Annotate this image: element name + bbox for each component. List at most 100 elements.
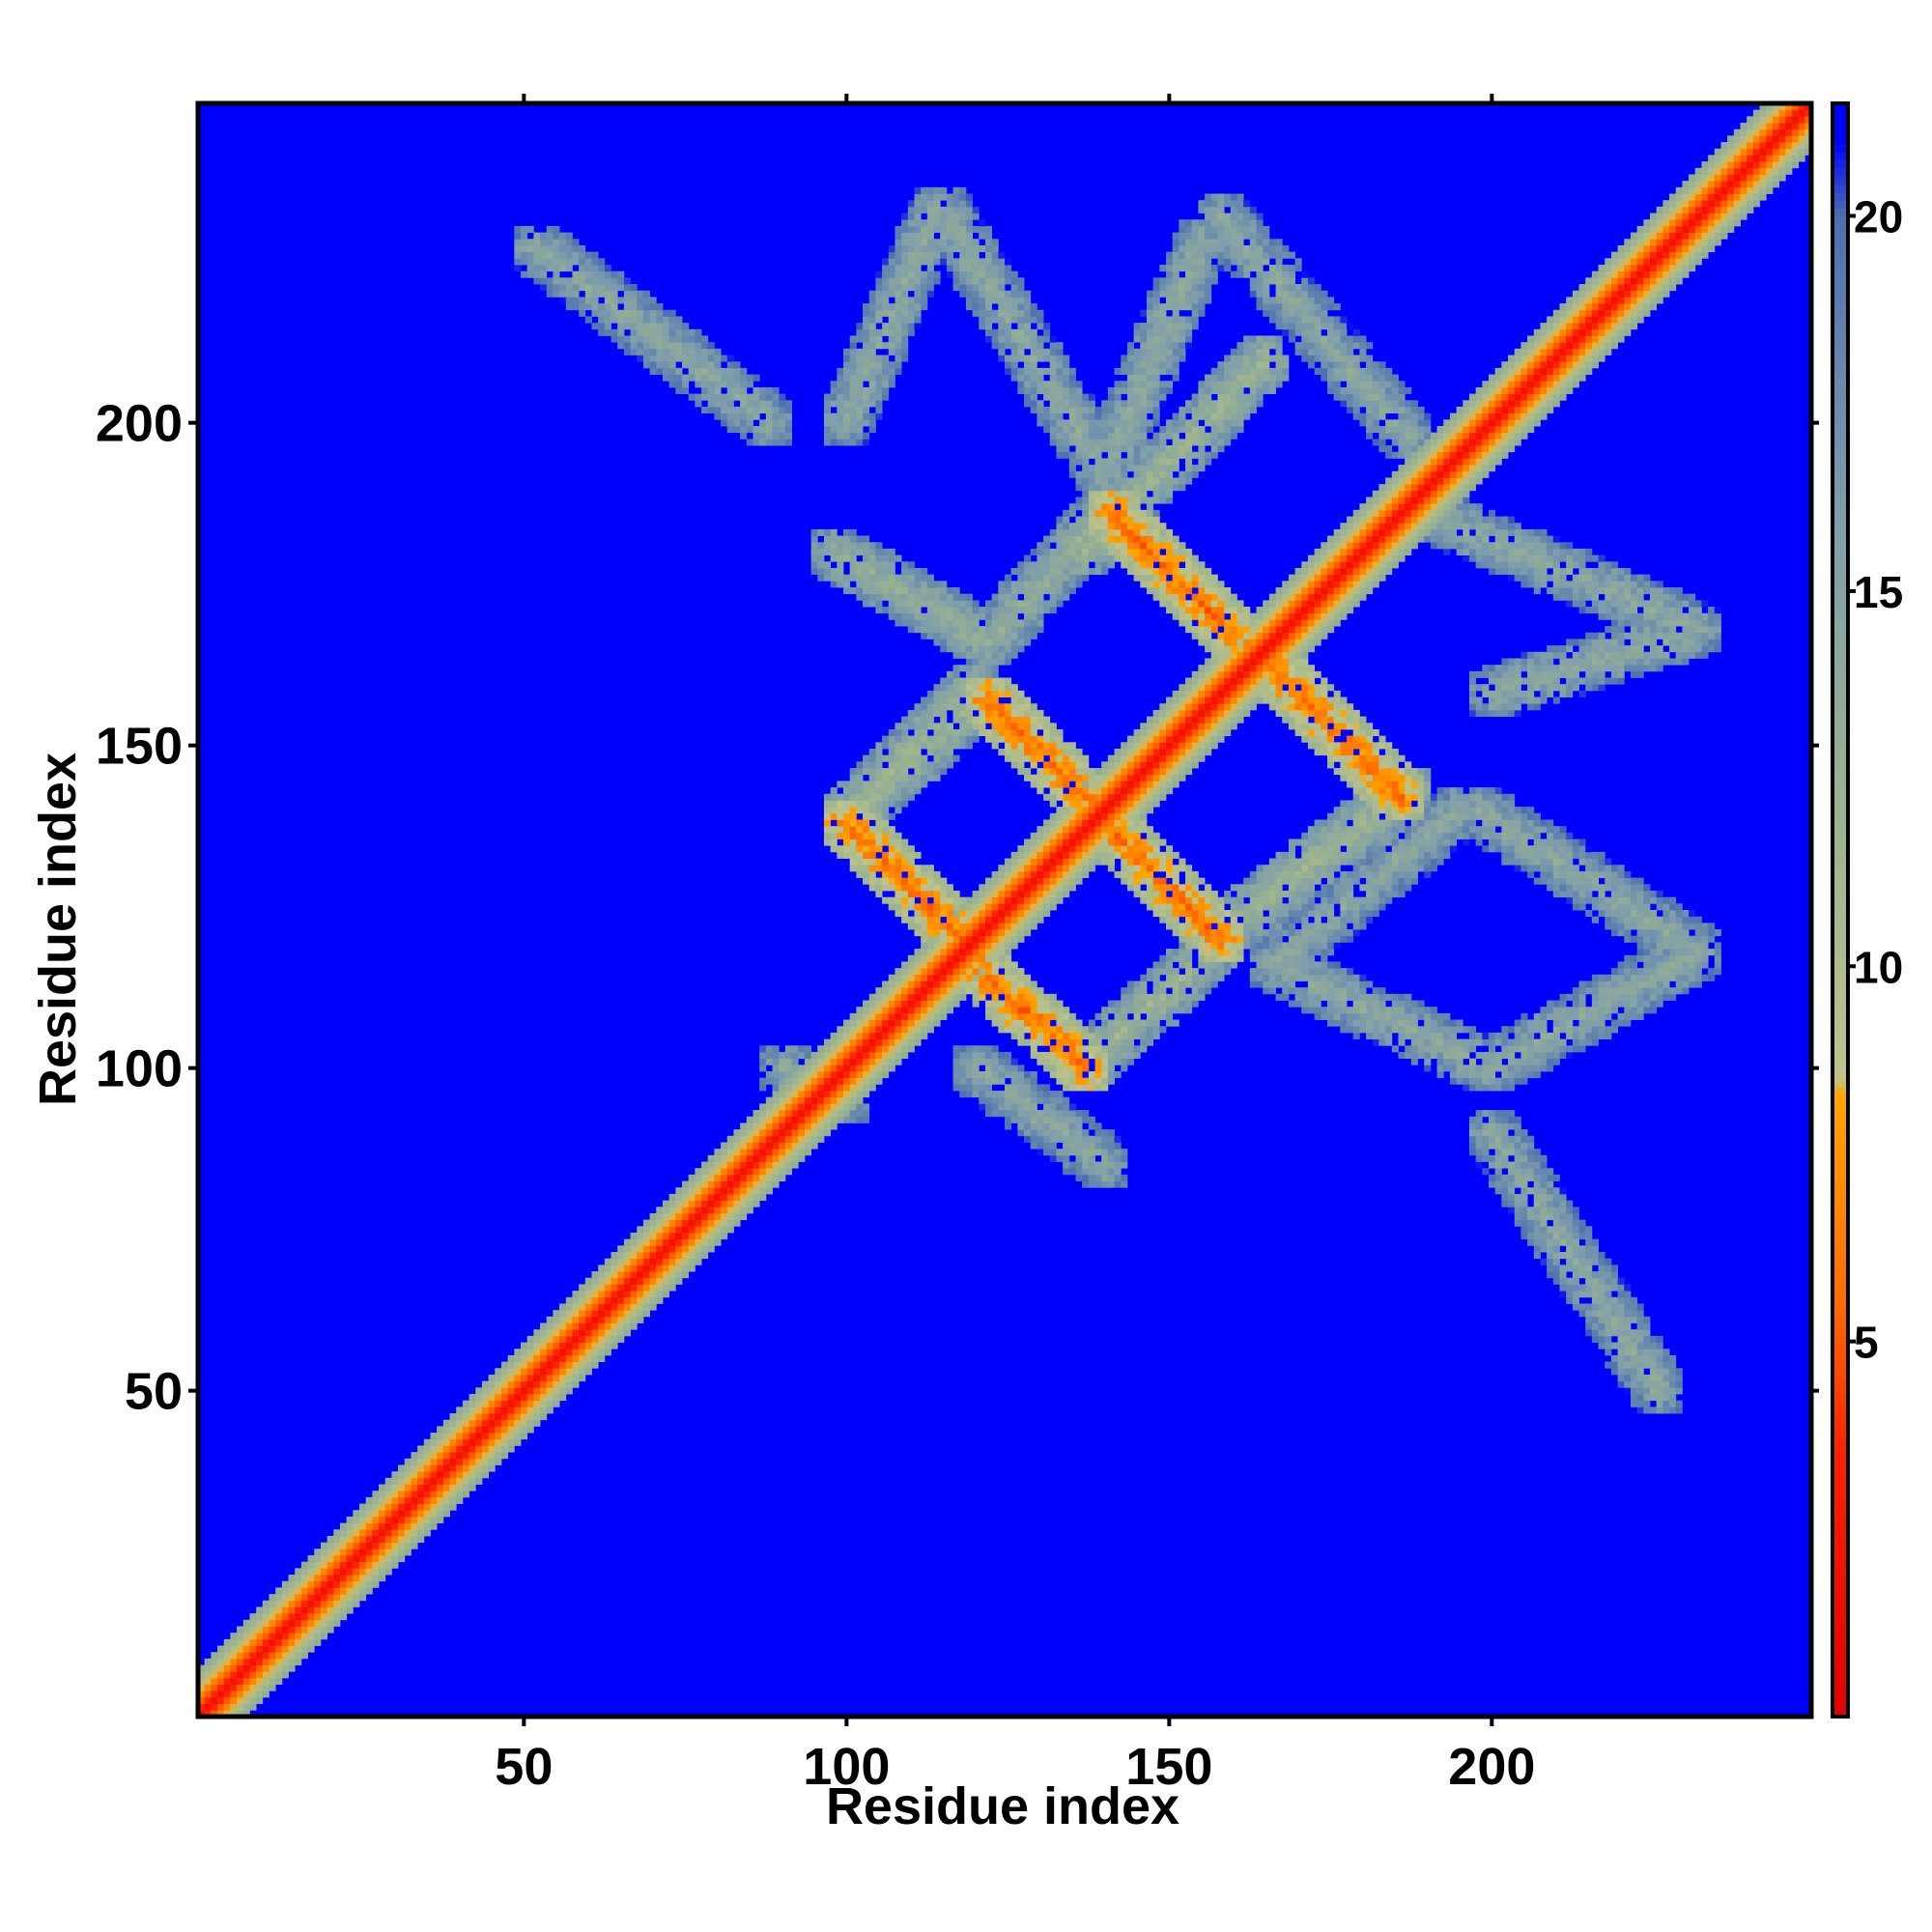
heatmap-cell — [591, 290, 599, 298]
heatmap-cell — [1037, 851, 1044, 859]
heatmap-cell — [837, 426, 844, 434]
heatmap-cell — [726, 400, 734, 408]
heatmap-cell — [901, 213, 909, 220]
heatmap-cell — [843, 406, 851, 414]
heatmap-cell — [759, 1077, 767, 1085]
heatmap-cell — [1037, 709, 1044, 717]
heatmap-cell — [1068, 1019, 1076, 1027]
heatmap-cell — [882, 393, 890, 401]
heatmap-cell — [559, 284, 567, 292]
heatmap-cell — [275, 1652, 283, 1660]
heatmap-cell — [746, 1129, 753, 1137]
heatmap-cell — [204, 1703, 212, 1711]
heatmap-cell — [281, 1658, 289, 1665]
heatmap-cell — [1056, 742, 1064, 750]
heatmap-cell — [572, 258, 580, 266]
heatmap-cell — [843, 528, 851, 536]
heatmap-cell — [979, 632, 986, 639]
heatmap-cell — [895, 612, 902, 620]
heatmap-cell — [1017, 1096, 1025, 1104]
heatmap-cell — [230, 1696, 238, 1705]
heatmap-cell — [979, 1071, 986, 1079]
heatmap-cell — [1030, 1032, 1037, 1039]
heatmap-cell — [379, 1535, 386, 1544]
heatmap-cell — [1043, 742, 1051, 750]
heatmap-cell — [437, 1496, 444, 1504]
heatmap-cell — [921, 239, 928, 246]
heatmap-cell — [598, 1271, 606, 1279]
heatmap-cell — [979, 1084, 986, 1092]
heatmap-cell — [946, 639, 953, 646]
heatmap-cell — [223, 1671, 231, 1679]
heatmap-cell — [1010, 974, 1018, 981]
heatmap-cell — [604, 316, 611, 324]
heatmap-cell — [888, 774, 895, 781]
heatmap-cell — [1043, 1038, 1051, 1046]
heatmap-cell — [823, 1051, 832, 1060]
heatmap-cell — [500, 1413, 509, 1421]
heatmap-cell — [895, 244, 902, 253]
heatmap-cell — [984, 600, 993, 608]
heatmap-cell — [314, 1600, 322, 1607]
heatmap-cell — [1030, 381, 1037, 388]
heatmap-cell — [1030, 1129, 1037, 1137]
heatmap-cell — [579, 251, 586, 259]
heatmap-cell — [288, 1575, 296, 1582]
heatmap-cell — [1043, 600, 1051, 608]
heatmap-cell — [1082, 1174, 1090, 1181]
heatmap-cell — [753, 1200, 760, 1208]
heatmap-cell — [959, 270, 967, 278]
heatmap-cell — [481, 1471, 489, 1479]
heatmap-cell — [972, 961, 980, 969]
heatmap-cell — [1049, 1032, 1057, 1039]
heatmap-cell — [1082, 451, 1090, 459]
heatmap-cell — [423, 1491, 431, 1498]
heatmap-cell — [1114, 439, 1122, 446]
heatmap-cell — [346, 1535, 354, 1544]
heatmap-cell — [914, 1026, 922, 1034]
heatmap-cell — [1101, 445, 1109, 453]
heatmap-cell — [288, 1600, 296, 1607]
heatmap-cell — [682, 1252, 690, 1260]
heatmap-cell — [759, 1045, 767, 1053]
heatmap-cell — [288, 1587, 296, 1595]
heatmap-cell — [404, 1496, 412, 1504]
heatmap-cell — [921, 774, 928, 781]
heatmap-cell — [553, 277, 560, 285]
heatmap-cell — [1068, 884, 1076, 892]
heatmap-cell — [1088, 865, 1095, 872]
heatmap-cell — [984, 1051, 993, 1060]
heatmap-cell — [1088, 1154, 1095, 1162]
heatmap-cell — [359, 1548, 367, 1556]
heatmap-cell — [991, 993, 999, 1001]
heatmap-cell — [1010, 1032, 1018, 1039]
heatmap-cell — [611, 335, 618, 343]
heatmap-cell — [888, 728, 895, 737]
heatmap-cell — [901, 838, 909, 846]
heatmap-cell — [1037, 600, 1044, 608]
heatmap-cell — [868, 361, 876, 369]
heatmap-cell — [863, 1116, 870, 1123]
heatmap-cell — [281, 1645, 289, 1653]
heatmap-cell — [740, 426, 748, 434]
heatmap-cell — [281, 1619, 289, 1627]
heatmap-cell — [979, 1103, 986, 1111]
heatmap-cell — [411, 1522, 418, 1530]
heatmap-cell — [863, 754, 870, 762]
heatmap-cell — [972, 968, 980, 976]
heatmap-cell — [772, 412, 780, 420]
heatmap-cell — [823, 432, 832, 440]
heatmap-cell — [946, 626, 953, 634]
heatmap-cell — [746, 1142, 753, 1150]
heatmap-cell — [1030, 335, 1037, 343]
heatmap-cell — [740, 1154, 748, 1162]
heatmap-cell — [500, 1406, 509, 1414]
heatmap-cell — [926, 949, 934, 956]
heatmap-cell — [521, 1433, 528, 1440]
heatmap-cell — [914, 768, 922, 776]
heatmap-cell — [791, 1084, 799, 1092]
heatmap-cell — [875, 297, 883, 304]
heatmap-cell — [984, 728, 993, 737]
heatmap-cell — [1075, 419, 1083, 427]
heatmap-cell — [333, 1600, 341, 1607]
